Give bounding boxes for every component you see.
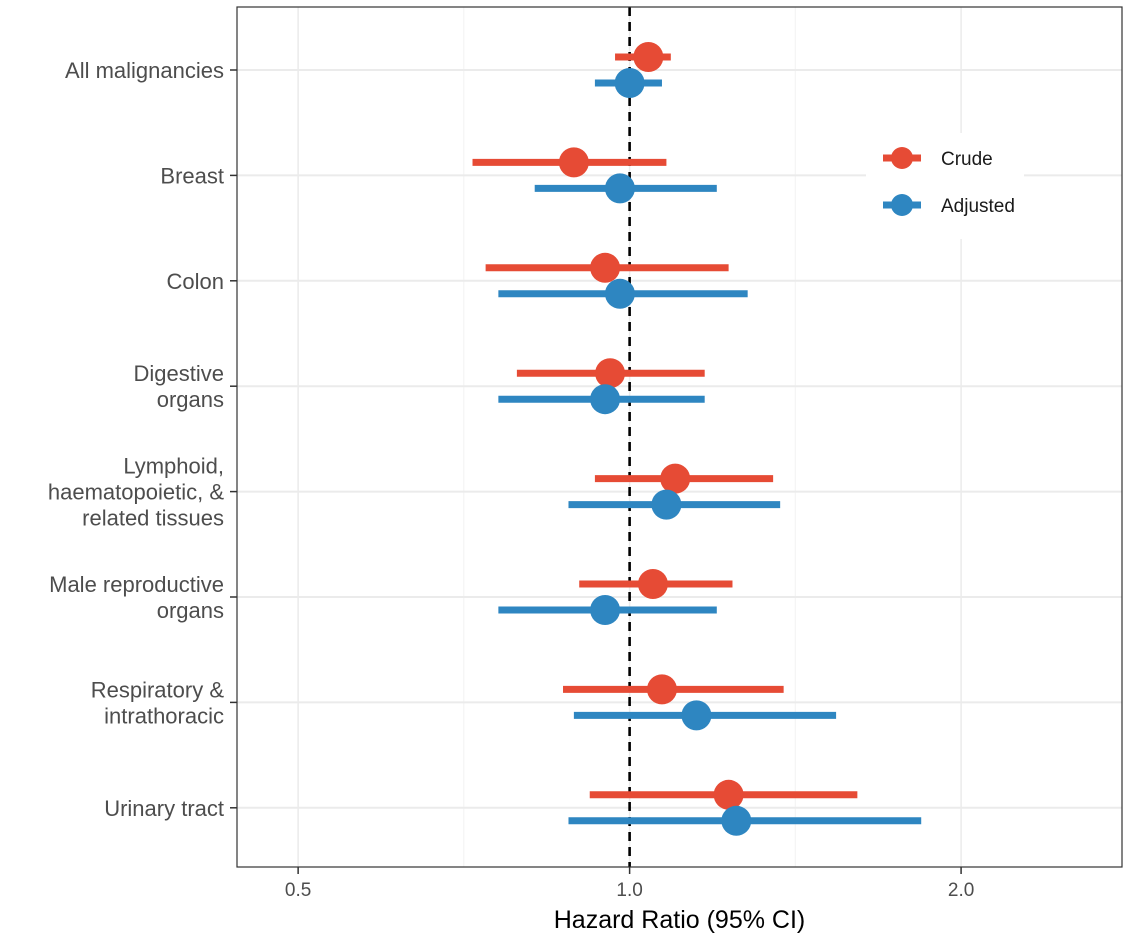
category-label-3: Digestive organs — [134, 361, 224, 412]
category-label-line-2-0: Colon — [167, 269, 224, 294]
grid-lines — [237, 7, 1122, 867]
category-label-4: Lymphoid, haematopoietic, & related tissue… — [48, 454, 224, 531]
x-tick-label-2: 2.0 — [948, 880, 974, 901]
category-label-line-4-2: related tissues — [82, 506, 224, 531]
legend-key-point-adjusted — [891, 194, 913, 216]
adjusted-point-5 — [590, 595, 621, 625]
category-label-6: Respiratory & intrathoracic — [91, 677, 225, 728]
category-label-line-4-0: Lymphoid, — [123, 454, 224, 479]
adjusted-point-3 — [590, 384, 621, 415]
category-label-line-3-0: Digestive — [134, 361, 224, 386]
category-label-1: Breast — [160, 163, 224, 188]
panel-border — [236, 6, 1123, 868]
adjusted-point-0 — [614, 68, 645, 98]
adjusted-point-7 — [721, 805, 752, 836]
category-label-0: All malignancies — [65, 58, 224, 83]
legend-background — [866, 133, 1024, 239]
adjusted-point-2 — [604, 278, 635, 309]
category-label-line-6-1: intrathoracic — [104, 703, 224, 728]
legend: Crude Adjusted — [866, 133, 1024, 239]
crude-point-5 — [637, 569, 668, 599]
x-tick-label-1: 1.0 — [616, 880, 642, 901]
category-label-line-0-0: All malignancies — [65, 58, 224, 83]
crude-point-3 — [595, 358, 626, 389]
crude-point-1 — [558, 147, 589, 178]
data-marks — [472, 42, 922, 836]
category-label-line-4-1: haematopoietic, & — [48, 480, 224, 505]
category-label-7: Urinary tract — [104, 796, 224, 821]
adjusted-point-1 — [604, 173, 635, 204]
legend-key-point-crude — [891, 147, 913, 169]
x-axis-title: Hazard Ratio (95% CI) — [554, 906, 805, 934]
category-label-line-7-0: Urinary tract — [104, 796, 224, 821]
category-label-line-5-0: Male reproductive — [49, 572, 224, 597]
legend-label-adjusted: Adjusted — [941, 196, 1015, 217]
category-label-line-6-0: Respiratory & — [91, 677, 225, 702]
crude-point-6 — [646, 674, 677, 705]
crude-point-2 — [590, 252, 621, 283]
category-label-line-3-1: organs — [157, 387, 224, 412]
adjusted-point-6 — [681, 700, 712, 731]
crude-point-0 — [633, 42, 664, 72]
legend-label-crude: Crude — [941, 149, 993, 170]
adjusted-point-4 — [651, 489, 682, 520]
crude-point-4 — [660, 463, 691, 494]
category-label-line-1-0: Breast — [160, 163, 224, 188]
x-tick-label-0: 0.5 — [285, 880, 311, 901]
category-label-2: Colon — [167, 269, 224, 294]
category-label-line-5-1: organs — [157, 598, 224, 623]
category-label-5: Male reproductive organs — [49, 572, 224, 623]
crude-point-7 — [713, 779, 744, 810]
